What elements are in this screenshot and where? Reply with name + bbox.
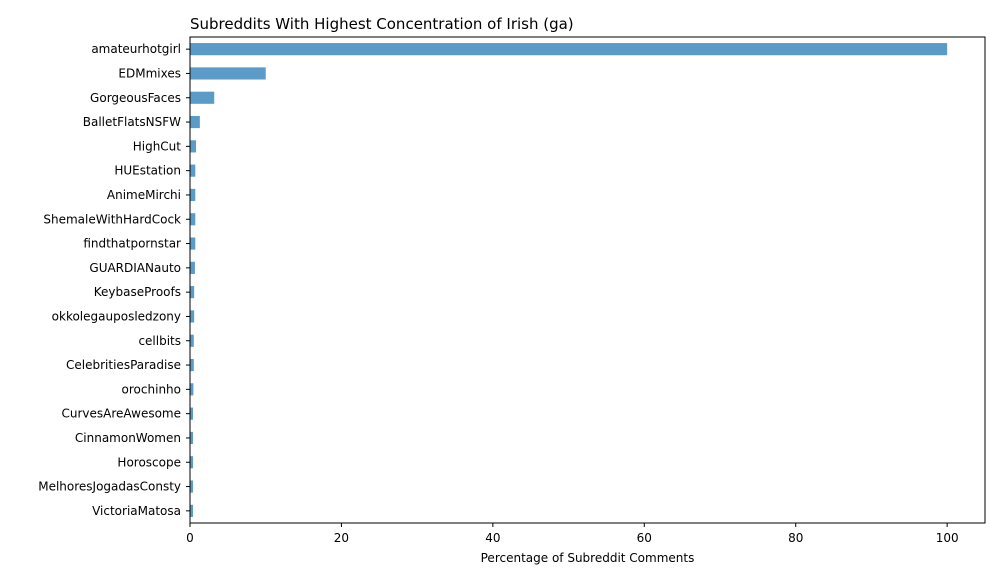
bar-okkolegauposledzony [190, 310, 195, 323]
bar-GorgeousFaces [190, 91, 215, 104]
plot-frame [189, 36, 986, 524]
y-tick-label: BalletFlatsNSFW [83, 115, 181, 129]
bar-MelhoresJogadasConsty [190, 480, 194, 493]
y-tick-label: CurvesAreAwesome [61, 407, 181, 421]
y-tick-label: amateurhotgirl [91, 42, 181, 56]
bar-VictoriaMatosa [190, 504, 194, 517]
bar-GUARDIANauto [190, 261, 195, 274]
x-tick-label: 0 [186, 531, 194, 545]
bar-Horoscope [190, 456, 194, 469]
bar-EDMmixes [190, 67, 266, 80]
y-tick-label: MelhoresJogadasConsty [38, 480, 181, 494]
y-tick-label: ShemaleWithHardCock [43, 212, 181, 226]
x-tick-label: 100 [936, 531, 959, 545]
chart-title: Subreddits With Highest Concentration of… [190, 15, 574, 33]
y-tick-label: VictoriaMatosa [92, 504, 181, 518]
bar-amateurhotgirl [190, 43, 948, 56]
bar-cellbits [190, 334, 194, 347]
y-tick-label: KeybaseProofs [94, 285, 181, 299]
y-tick-label: findthatpornstar [83, 237, 181, 251]
bar-ShemaleWithHardCock [190, 213, 196, 226]
y-tick-label: CelebritiesParadise [66, 358, 181, 372]
y-tick-label: GUARDIANauto [89, 261, 181, 275]
y-tick-label: cellbits [138, 334, 181, 348]
y-tick-label: orochinho [122, 382, 181, 396]
x-tick-label: 60 [637, 531, 652, 545]
bar-CelebritiesParadise [190, 358, 194, 372]
y-tick-label: okkolegauposledzony [52, 309, 181, 323]
bar-BalletFlatsNSFW [190, 115, 200, 129]
y-axis: amateurhotgirl EDMmixes GorgeousFaces Balle… [38, 42, 190, 518]
y-tick-label: GorgeousFaces [90, 91, 181, 105]
y-tick-label: AnimeMirchi [107, 188, 181, 202]
y-tick-label: CinnamonWomen [75, 431, 181, 445]
x-axis-label: Percentage of Subreddit Comments [481, 551, 695, 565]
bar-CurvesAreAwesome [190, 407, 194, 420]
x-tick-label: 80 [788, 531, 803, 545]
bar-CinnamonWomen [190, 431, 194, 445]
y-tick-label: HUEstation [114, 164, 181, 178]
bar-findthatpornstar [190, 237, 196, 250]
y-tick-label: HighCut [133, 139, 182, 153]
x-tick-label: 20 [334, 531, 349, 545]
x-tick-label: 40 [485, 531, 500, 545]
bar-KeybaseProofs [190, 286, 195, 299]
bar-orochinho [190, 383, 194, 396]
bar-HighCut [190, 140, 197, 153]
y-tick-label: EDMmixes [118, 66, 181, 80]
bar-AnimeMirchi [190, 188, 196, 202]
x-axis: 0 20 40 60 80 100 [186, 523, 959, 545]
y-tick-label: Horoscope [117, 455, 181, 469]
bar-HUEstation [190, 164, 196, 177]
bars-group [190, 43, 948, 517]
